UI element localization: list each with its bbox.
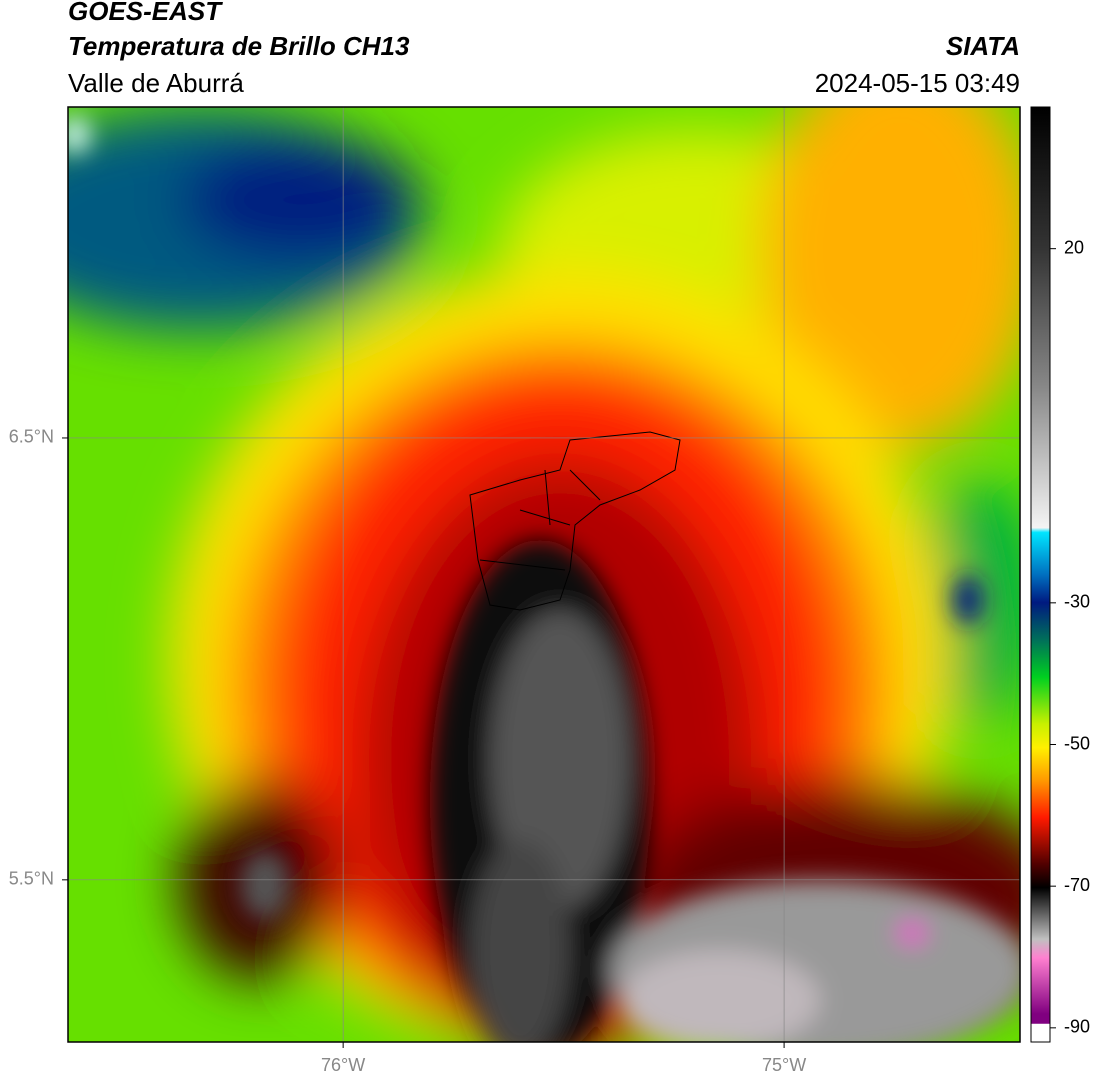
datetime: 2024-05-15 03:49 bbox=[815, 68, 1020, 98]
subtitle: Temperatura de Brillo CH13 bbox=[68, 31, 410, 61]
colorbar-tick-label: -50 bbox=[1064, 733, 1090, 753]
y-tick-label: 6.5°N bbox=[9, 427, 54, 447]
satellite-image bbox=[68, 107, 1020, 1042]
x-tick-label: 76°W bbox=[321, 1055, 365, 1075]
colorbar-tick-label: -90 bbox=[1064, 1017, 1090, 1037]
colorbar bbox=[1030, 106, 1051, 1043]
colorbar-tick-label: -70 bbox=[1064, 875, 1090, 895]
map-frame bbox=[67, 106, 1021, 1043]
title: GOES-EAST bbox=[68, 0, 223, 26]
colorbar-tick-label: -30 bbox=[1064, 592, 1090, 612]
region: Valle de Aburrá bbox=[68, 68, 244, 98]
colorbar-tick-label: 20 bbox=[1064, 237, 1084, 257]
source: SIATA bbox=[946, 31, 1020, 61]
x-tick-label: 75°W bbox=[762, 1055, 806, 1075]
y-tick-label: 5.5°N bbox=[9, 869, 54, 889]
